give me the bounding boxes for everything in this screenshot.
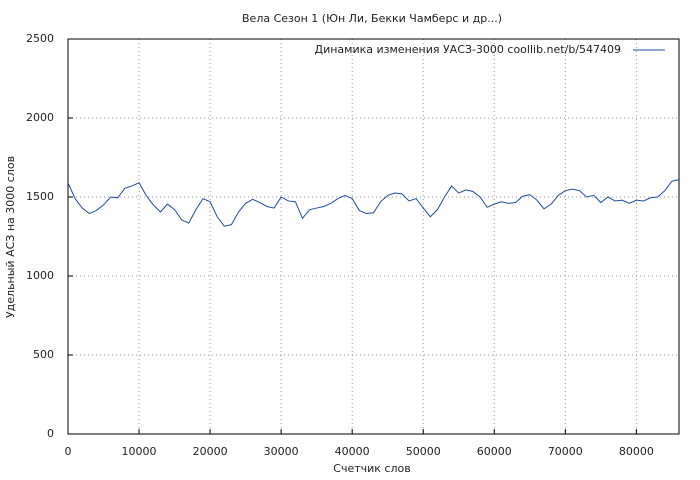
plot-frame — [67, 38, 680, 435]
legend-label: Динамика изменения УАСЗ-3000 coollib.net… — [315, 43, 622, 56]
y-tick-label: 2500 — [26, 32, 54, 45]
x-tick-label: 20000 — [193, 445, 228, 458]
x-tick-label: 70000 — [548, 445, 583, 458]
x-tick-label: 60000 — [477, 445, 512, 458]
x-axis-label: Счетчик слов — [333, 462, 410, 475]
y-tick-label: 0 — [47, 427, 54, 440]
chart-title: Вела Сезон 1 (Юн Ли, Бекки Чамберс и др.… — [242, 12, 502, 25]
y-tick-label: 500 — [33, 348, 54, 361]
x-tick-label: 10000 — [122, 445, 157, 458]
x-tick-label: 40000 — [335, 445, 370, 458]
x-tick-label: 80000 — [619, 445, 654, 458]
y-tick-label: 2000 — [26, 111, 54, 124]
x-tick-label: 30000 — [264, 445, 299, 458]
y-tick-label: 1000 — [26, 269, 54, 282]
x-tick-label: 50000 — [406, 445, 441, 458]
data-line — [67, 179, 680, 227]
y-tick-label: 1500 — [26, 190, 54, 203]
y-axis-label: Удельный АСЗ на 3000 слов — [4, 156, 17, 318]
x-tick-label: 0 — [65, 445, 72, 458]
